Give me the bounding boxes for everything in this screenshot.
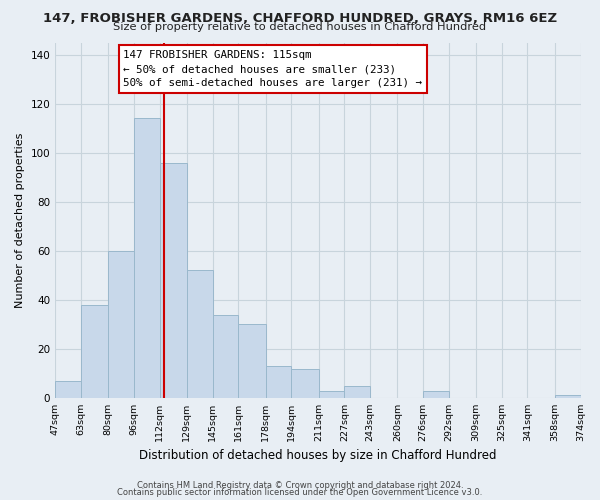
Bar <box>266 366 292 398</box>
Text: 147 FROBISHER GARDENS: 115sqm
← 50% of detached houses are smaller (233)
50% of : 147 FROBISHER GARDENS: 115sqm ← 50% of d… <box>124 50 422 88</box>
Bar <box>555 396 581 398</box>
X-axis label: Distribution of detached houses by size in Chafford Hundred: Distribution of detached houses by size … <box>139 450 497 462</box>
Bar <box>344 386 370 398</box>
Text: Contains HM Land Registry data © Crown copyright and database right 2024.: Contains HM Land Registry data © Crown c… <box>137 480 463 490</box>
Bar <box>212 314 238 398</box>
Bar <box>238 324 266 398</box>
Text: 147, FROBISHER GARDENS, CHAFFORD HUNDRED, GRAYS, RM16 6EZ: 147, FROBISHER GARDENS, CHAFFORD HUNDRED… <box>43 12 557 26</box>
Bar <box>134 118 160 398</box>
Bar <box>423 390 449 398</box>
Bar <box>81 305 108 398</box>
Bar <box>187 270 212 398</box>
Bar <box>319 390 344 398</box>
Bar <box>160 162 187 398</box>
Text: Contains public sector information licensed under the Open Government Licence v3: Contains public sector information licen… <box>118 488 482 497</box>
Bar <box>292 368 319 398</box>
Y-axis label: Number of detached properties: Number of detached properties <box>15 132 25 308</box>
Text: Size of property relative to detached houses in Chafford Hundred: Size of property relative to detached ho… <box>113 22 487 32</box>
Bar <box>55 381 81 398</box>
Bar <box>108 251 134 398</box>
